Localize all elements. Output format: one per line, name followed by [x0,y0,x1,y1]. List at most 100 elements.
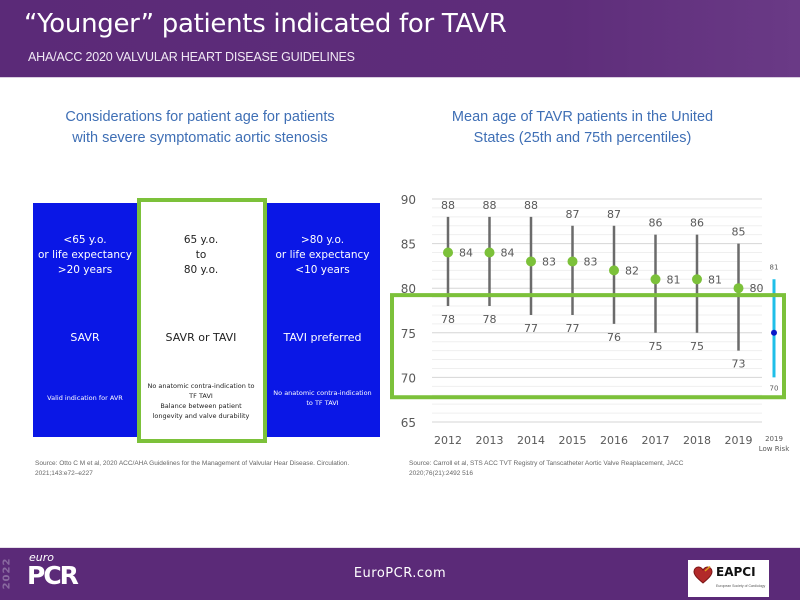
mean-label: 83 [584,255,598,268]
mean-label: 81 [667,273,681,286]
p25-label: 75 [690,340,704,353]
p25-label: 76 [607,331,621,344]
mean-point [567,256,578,267]
mean-label: 82 [625,264,639,277]
left-title-line: Considerations for patient age for patie… [65,109,335,125]
p75-label: 88 [441,199,455,212]
age-line: 80 y.o. [183,264,219,276]
mean-point [526,256,536,267]
p75-label: 87 [607,208,621,221]
footer-url[interactable]: EuroPCR.com [353,566,447,581]
p75-label: 85 [732,226,746,239]
age-line: 65 y.o. [183,234,219,246]
mean-point [733,283,744,294]
p25-label: 78 [441,313,455,326]
eapci-subtitle: European Society of Cardiology [716,584,766,588]
source-line: Source: Carroll et al, STS ACC TVT Regis… [409,460,684,467]
p75-label: 86 [690,217,704,230]
europcr-logo-euro: euro [29,551,54,564]
low-risk-category-label: 2019 [765,435,783,443]
note-line: No anatomic contra-indication to [147,382,255,390]
left-source-citation: Source: Otto C M et al, 2020 ACC/AHA Gui… [35,459,385,479]
age-line: >20 years [57,264,113,276]
footer-bar: 2022 euro PCR EuroPCR.com EAPCI European… [0,548,800,600]
mean-point [443,247,453,258]
p75-label: 88 [524,199,538,212]
chart-title: Mean age of TAVR patients in the United … [405,107,760,149]
mean-label: 83 [542,255,556,268]
note: No anatomic contra-indication to TF TAVI [267,388,378,408]
y-tick-label: 80 [401,282,416,296]
x-tick-label: 2016 [600,434,628,447]
mean-point [650,274,661,285]
age-line: or life expectancy [275,249,370,261]
eapci-name: EAPCI [716,565,756,579]
low-risk-mean-point [771,329,777,336]
note: No anatomic contra-indication to TF TAVI… [139,381,263,421]
note-line: Balance between patient [160,402,242,410]
x-tick-label: 2013 [476,434,504,447]
recommendation: SAVR or TAVI [165,331,237,344]
x-tick-label: 2018 [683,434,711,447]
age-line: <65 y.o. [63,234,107,246]
eapci-logo: EAPCI European Society of Cardiology [688,560,769,597]
note-line: to TF TAVI [306,399,339,407]
x-tick-label: 2017 [642,434,670,447]
left-panel-title: Considerations for patient age for patie… [30,107,370,149]
age-criteria: <65 y.o. or life expectancy >20 years [33,233,137,278]
heart-icon [693,566,713,584]
right-source-citation: Source: Carroll et al, STS ACC TVT Regis… [409,459,739,479]
chart-title-line: Mean age of TAVR patients in the United [451,109,714,125]
p25-label: 73 [732,358,746,371]
age-line: or life expectancy [38,249,132,261]
note-line: Valid indication for AVR [47,394,123,402]
y-tick-label: 70 [401,371,416,385]
highlight-frame [137,198,267,443]
p75-label: 86 [649,217,663,230]
tavr-age-chart: 65 70 75 80 85 90 2012 2013 2014 2015 2016 2017 2018… [390,193,790,453]
mean-label: 80 [750,282,764,295]
mean-label: 81 [708,273,722,286]
recommendation: SAVR [70,331,100,344]
age-line: >80 y.o. [300,234,345,246]
recommendation: TAVI preferred [283,331,362,344]
slide-title: “Younger” patients indicated for TAVR [24,9,507,39]
age-criteria: >80 y.o. or life expectancy <10 years [265,233,380,278]
p25-label: 77 [566,322,580,335]
mean-label: 84 [459,247,473,260]
age-line: <10 years [295,264,350,276]
mean-label: 84 [501,247,515,260]
source-line: 2020;76(21):2492 516 [409,470,473,477]
y-tick-label: 75 [401,327,416,341]
mean-point [484,247,495,258]
y-tick-label: 85 [401,238,416,252]
age-column-over-80: >80 y.o. or life expectancy <10 years TA… [265,203,380,437]
header-bar: “Younger” patients indicated for TAVR AH… [0,0,800,77]
mean-point [692,274,702,285]
footer-divider [0,547,800,548]
header-divider [0,77,800,78]
age-column-65-to-80: 65 y.o. to 80 y.o. SAVR or TAVI No anato… [137,203,265,437]
x-tick-label: 2019 [725,434,753,447]
age-line: to [195,249,207,261]
p25-label: 75 [649,340,663,353]
low-risk-high-label: 81 [770,263,779,271]
note-line: longevity and valve durability [152,412,250,420]
p75-label: 87 [566,208,580,221]
p25-label: 78 [483,313,497,326]
x-tick-label: 2015 [559,434,587,447]
low-risk-low-label: 70 [770,384,779,392]
note-line: No anatomic contra-indication [273,389,372,397]
low-risk-category-label: Low Risk [759,445,790,453]
p25-label: 77 [524,322,538,335]
age-criteria: 65 y.o. to 80 y.o. [137,233,265,278]
highlight-range-frame [390,293,786,400]
p75-label: 88 [483,199,497,212]
y-tick-label: 90 [401,193,416,207]
note-line: TF TAVI [189,392,213,400]
x-tick-label: 2014 [517,434,545,447]
slide-subtitle: AHA/ACC 2020 VALVULAR HEART DISEASE GUID… [28,50,355,64]
left-title-line: with severe symptomatic aortic stenosis [72,130,328,146]
age-column-under-65: <65 y.o. or life expectancy >20 years SA… [33,203,137,437]
y-tick-label: 65 [401,416,416,430]
